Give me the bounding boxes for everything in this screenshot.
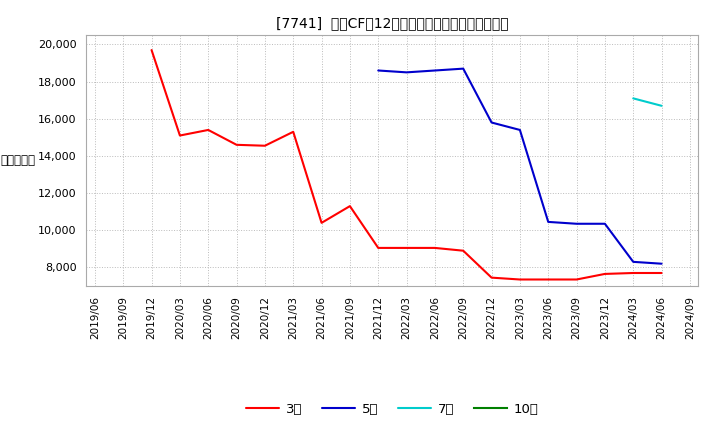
7年: [629, 96, 637, 101]
5年: [516, 127, 524, 132]
Line: 3年: 3年: [152, 50, 662, 279]
3年: [544, 277, 552, 282]
3年: [176, 133, 184, 138]
5年: [487, 120, 496, 125]
3年: [431, 245, 439, 250]
5年: [544, 219, 552, 224]
Line: 5年: 5年: [378, 69, 662, 264]
5年: [374, 68, 382, 73]
3年: [600, 271, 609, 277]
5年: [572, 221, 581, 227]
Legend: 3年, 5年, 7年, 10年: 3年, 5年, 7年, 10年: [241, 398, 544, 422]
3年: [657, 270, 666, 275]
7年: [657, 103, 666, 108]
3年: [204, 127, 212, 132]
3年: [459, 248, 467, 253]
3年: [572, 277, 581, 282]
3年: [402, 245, 411, 250]
3年: [233, 142, 241, 147]
Title: [7741]  投賄CFの12か月移動合計の標準偏差の推移: [7741] 投賄CFの12か月移動合計の標準偏差の推移: [276, 16, 509, 30]
3年: [487, 275, 496, 280]
Y-axis label: （百万円）: （百万円）: [0, 154, 35, 167]
3年: [346, 203, 354, 209]
5年: [402, 70, 411, 75]
3年: [629, 270, 637, 275]
3年: [148, 48, 156, 53]
5年: [629, 259, 637, 264]
5年: [657, 261, 666, 266]
3年: [261, 143, 269, 148]
3年: [374, 245, 382, 250]
3年: [289, 129, 297, 135]
5年: [600, 221, 609, 227]
3年: [516, 277, 524, 282]
5年: [431, 68, 439, 73]
3年: [318, 220, 326, 225]
5年: [459, 66, 467, 71]
Line: 7年: 7年: [633, 99, 662, 106]
